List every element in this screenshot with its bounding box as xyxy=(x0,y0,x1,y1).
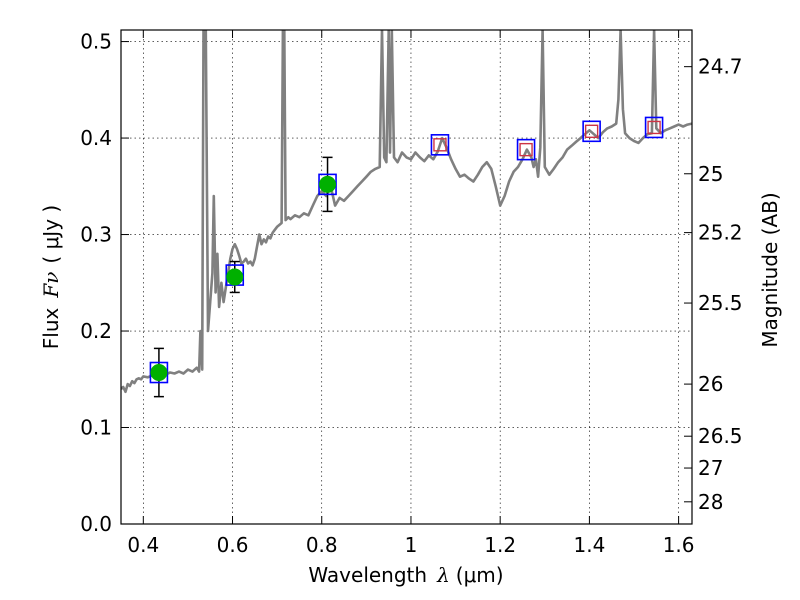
x-tick-label: 0.4 xyxy=(127,533,159,557)
x-tick-label: 1.4 xyxy=(573,533,605,557)
x-tick-label: 1 xyxy=(405,533,418,557)
model-photometry-marker xyxy=(644,116,664,139)
model-photometry-marker xyxy=(516,138,536,161)
plot-series xyxy=(121,30,692,398)
right-tick-label: 25.2 xyxy=(698,221,743,245)
right-tick-label: 28 xyxy=(698,490,723,514)
upper-limit-marker xyxy=(584,124,599,139)
right-tick-label: 24.7 xyxy=(698,55,743,79)
right-axis-title: Magnitude (AB) xyxy=(758,192,782,347)
x-tick-label: 1.6 xyxy=(663,533,695,557)
upper-limit-marker xyxy=(433,138,447,152)
y-tick-label: 0.1 xyxy=(80,416,112,440)
upper-limit-marker xyxy=(647,120,661,135)
right-tick-label: 25.5 xyxy=(698,291,743,315)
plot-frame xyxy=(120,29,693,525)
y-tick-label: 0.2 xyxy=(80,319,112,343)
detection-marker xyxy=(319,175,337,193)
x-axis-title: Wavelength λ (μm) xyxy=(308,563,503,587)
detection-marker xyxy=(150,364,168,382)
x-tick-label: 0.6 xyxy=(217,533,249,557)
y-tick-label: 0.4 xyxy=(80,126,112,150)
y-tick-label: 0.5 xyxy=(80,30,112,54)
right-tick-label: 25 xyxy=(698,162,723,186)
right-tick-label: 26.5 xyxy=(698,424,743,448)
y-axis-title: FluxFν( μJy ) xyxy=(39,205,63,349)
y-tick-label: 0.0 xyxy=(80,512,112,536)
right-tick-label: 27 xyxy=(698,456,723,480)
right-tick-label: 26 xyxy=(698,372,723,396)
model-photometry-marker xyxy=(430,134,450,156)
x-tick-label: 0.8 xyxy=(306,533,338,557)
upper-limit-marker xyxy=(519,142,533,157)
axis-ticks: 0.4 0.6 0.8 1 1.2 1.4 1.6 0.0 0.1 0.2 0.3 0.4 0.5 24.… xyxy=(80,30,742,557)
y-tick-label: 0.3 xyxy=(80,223,112,247)
x-tick-label: 1.2 xyxy=(484,533,516,557)
detection-marker xyxy=(226,268,244,286)
spectrum-line xyxy=(121,30,692,394)
model-photometry-marker xyxy=(582,120,601,143)
